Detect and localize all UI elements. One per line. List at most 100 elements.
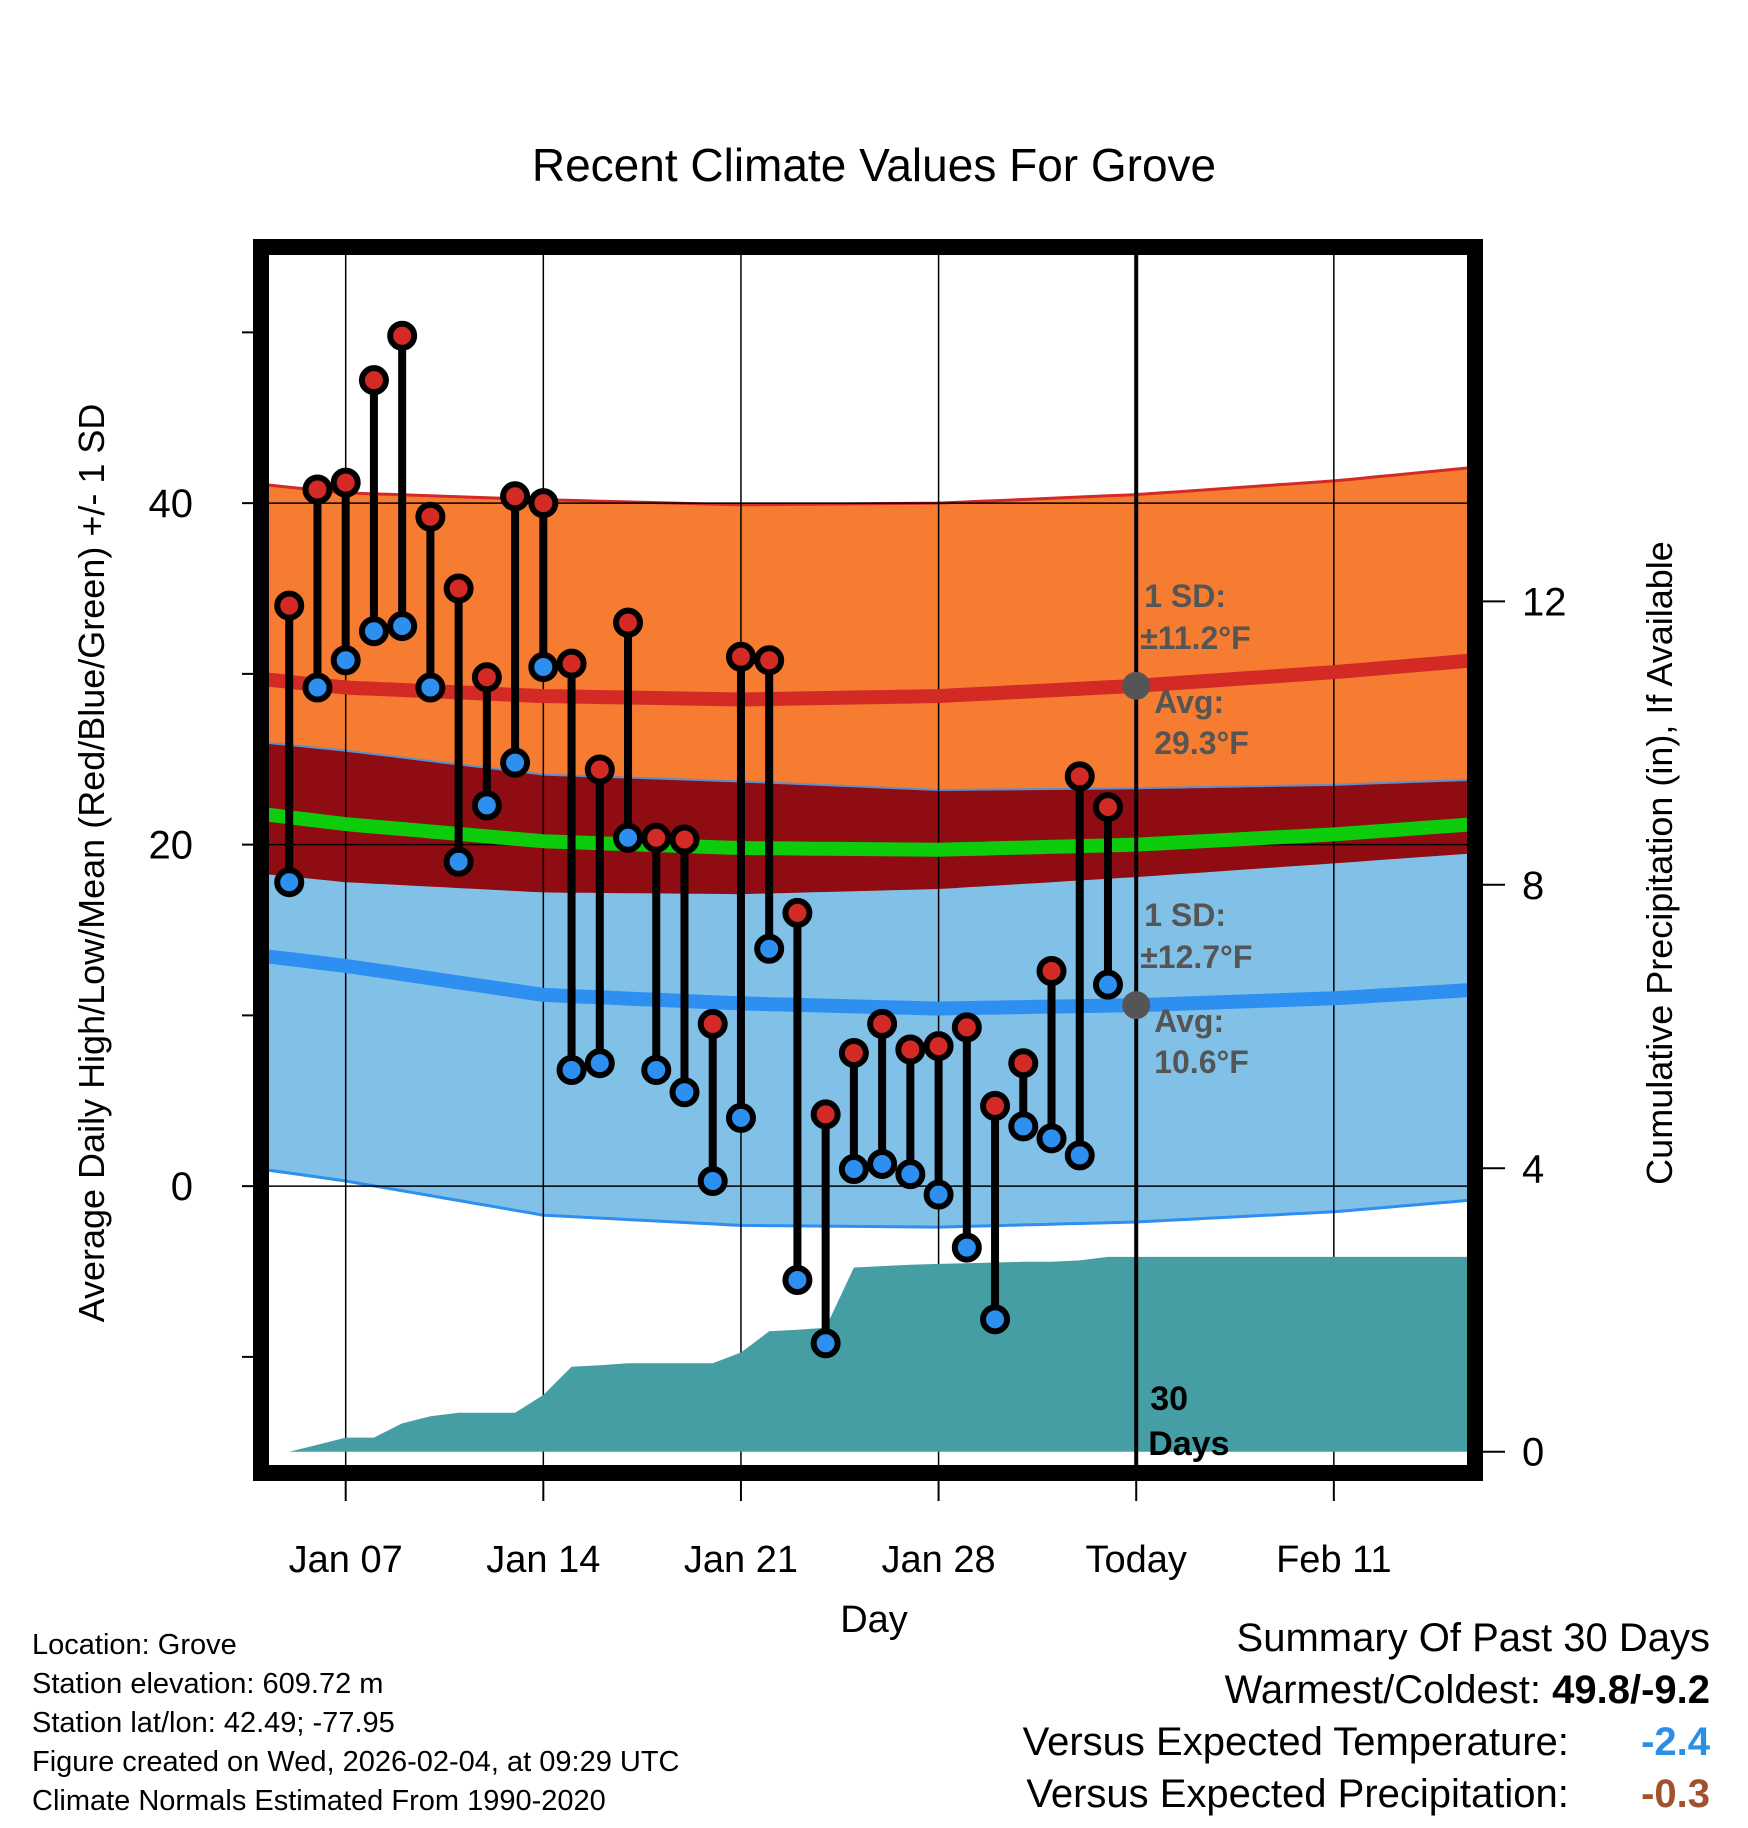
overlap-band bbox=[261, 742, 1475, 895]
daily-low-point bbox=[443, 846, 474, 877]
normal-mean-line bbox=[261, 806, 1475, 857]
summary-precip-row: Versus Expected Precipitation: -0.3 bbox=[1023, 1768, 1710, 1820]
daily-high-point bbox=[330, 467, 361, 498]
y2-tick-label: 8 bbox=[1522, 864, 1544, 908]
low-avg-dot bbox=[1122, 991, 1151, 1020]
summary-title: Summary Of Past 30 Days bbox=[1236, 1616, 1710, 1660]
daily-high-point bbox=[669, 824, 700, 855]
daily-low-point bbox=[951, 1232, 982, 1263]
summary-warmest-label: Warmest/Coldest: bbox=[1224, 1668, 1541, 1712]
days-label: Days bbox=[1148, 1425, 1229, 1463]
daily-high-point bbox=[754, 645, 785, 676]
summary-temp-value: -2.4 bbox=[1641, 1720, 1710, 1764]
daily-low-point bbox=[330, 645, 361, 676]
daily-high-point bbox=[415, 501, 446, 532]
daily-high-point bbox=[895, 1034, 926, 1065]
high-sd-value: ±11.2°F bbox=[1140, 620, 1250, 656]
daily-low-point bbox=[528, 652, 559, 683]
info-latlon: Station lat/lon: 42.49; -77.95 bbox=[32, 1707, 395, 1739]
info-location: Location: Grove bbox=[32, 1629, 237, 1661]
y2-axis-label: Cumulative Precipitation (in), If Availa… bbox=[1639, 541, 1680, 1185]
daily-high-point bbox=[951, 1012, 982, 1043]
station-info: Location: Grove Station elevation: 609.7… bbox=[32, 1626, 680, 1821]
low-sd-value: ±12.7°F bbox=[1140, 939, 1252, 975]
x-tick-label: Jan 21 bbox=[684, 1539, 798, 1581]
daily-low-point bbox=[923, 1179, 954, 1210]
chart-title: Recent Climate Values For Grove bbox=[532, 139, 1216, 191]
daily-high-point bbox=[838, 1037, 869, 1068]
daily-high-point bbox=[528, 488, 559, 519]
daily-high-point bbox=[697, 1008, 728, 1039]
daily-high-point bbox=[358, 365, 389, 396]
high-sd-label: 1 SD: bbox=[1144, 578, 1226, 614]
info-normals: Climate Normals Estimated From 1990-2020 bbox=[32, 1785, 606, 1817]
daily-low-point bbox=[782, 1265, 813, 1296]
low-sd-lower-line bbox=[261, 1167, 1475, 1229]
daily-high-point bbox=[1064, 761, 1095, 792]
daily-low-point bbox=[556, 1055, 587, 1086]
high-avg-value: 29.3°F bbox=[1154, 725, 1249, 761]
normal-low-line bbox=[261, 948, 1475, 1016]
daily-high-point bbox=[923, 1031, 954, 1062]
daily-low-point bbox=[274, 867, 305, 898]
y-tick-label: 20 bbox=[149, 824, 194, 868]
y-tick-label: 0 bbox=[171, 1165, 193, 1209]
low-sd-label: 1 SD: bbox=[1144, 897, 1226, 933]
daily-low-point bbox=[669, 1077, 700, 1108]
y2-tick-label: 4 bbox=[1522, 1147, 1544, 1191]
daily-high-point bbox=[867, 1008, 898, 1039]
daily-high-point bbox=[1036, 955, 1067, 986]
daily-low-point bbox=[1092, 969, 1123, 1000]
low-avg-value: 10.6°F bbox=[1154, 1044, 1249, 1080]
daily-low-point bbox=[697, 1166, 728, 1197]
daily-low-point bbox=[358, 616, 389, 647]
plot-area bbox=[261, 247, 1475, 1473]
daily-low-point bbox=[810, 1328, 841, 1359]
daily-low-point bbox=[415, 672, 446, 703]
summary-warmest-row: Warmest/Coldest: 49.8/-9.2 bbox=[1023, 1664, 1710, 1716]
daily-low-point bbox=[302, 672, 333, 703]
daily-low-point bbox=[980, 1304, 1011, 1335]
y-tick-label: 40 bbox=[149, 482, 194, 526]
daily-low-point bbox=[387, 611, 418, 642]
daily-high-point bbox=[641, 822, 672, 853]
x-tick-label: Jan 07 bbox=[289, 1539, 403, 1581]
summary-precip-label: Versus Expected Precipitation: bbox=[1026, 1772, 1569, 1816]
precip-area bbox=[289, 1256, 1475, 1452]
y-axis-label: Average Daily High/Low/Mean (Red/Blue/Gr… bbox=[71, 404, 112, 1323]
daily-low-point bbox=[500, 747, 531, 778]
high-avg-label: Avg: bbox=[1154, 684, 1224, 720]
summary-temp-row: Versus Expected Temperature: -2.4 bbox=[1023, 1716, 1710, 1768]
daily-high-point bbox=[500, 481, 531, 512]
daily-low-point bbox=[1036, 1123, 1067, 1154]
daily-high-point bbox=[1008, 1048, 1039, 1079]
y2-tick-label: 12 bbox=[1522, 580, 1567, 624]
daily-high-point bbox=[556, 648, 587, 679]
daily-low-point bbox=[584, 1048, 615, 1079]
daily-low-point bbox=[1064, 1140, 1095, 1171]
x-tick-label: Today bbox=[1086, 1539, 1187, 1581]
daily-low-point bbox=[838, 1154, 869, 1185]
daily-low-point bbox=[641, 1055, 672, 1086]
daily-high-point bbox=[274, 590, 305, 621]
low-sd-upper-line bbox=[261, 741, 1475, 792]
x-tick-label: Feb 11 bbox=[1276, 1539, 1391, 1581]
daily-high-point bbox=[725, 641, 756, 672]
daily-low-point bbox=[895, 1159, 926, 1190]
daily-high-point bbox=[1092, 792, 1123, 823]
daily-low-point bbox=[471, 790, 502, 821]
daily-high-point bbox=[387, 320, 418, 351]
daily-low-point bbox=[725, 1102, 756, 1133]
daily-high-point bbox=[613, 607, 644, 638]
summary-warmest-value: 49.8/-9.2 bbox=[1552, 1668, 1710, 1712]
x-tick-label: Jan 28 bbox=[882, 1539, 996, 1581]
daily-high-point bbox=[443, 573, 474, 604]
y2-tick-label: 0 bbox=[1522, 1431, 1544, 1475]
summary-temp-label: Versus Expected Temperature: bbox=[1022, 1720, 1569, 1764]
summary-precip-value: -0.3 bbox=[1641, 1772, 1710, 1816]
low-avg-label: Avg: bbox=[1154, 1003, 1224, 1039]
daily-high-point bbox=[584, 754, 615, 785]
daily-high-point bbox=[302, 474, 333, 505]
daily-low-point bbox=[754, 933, 785, 964]
